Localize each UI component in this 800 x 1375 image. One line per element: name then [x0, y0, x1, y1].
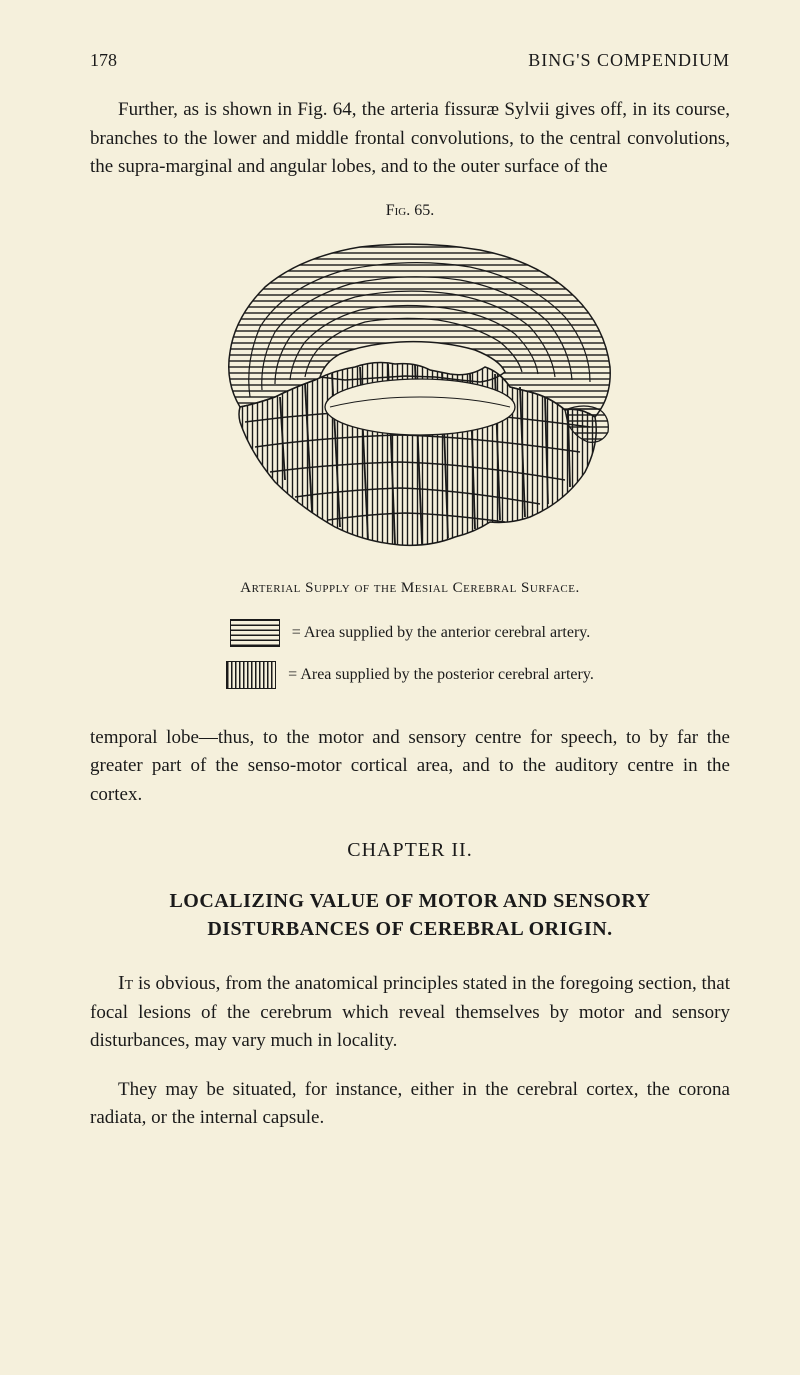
figure-caption: Arterial Supply of the Mesial Cerebral S…: [90, 580, 730, 597]
page-header: 178 BING'S COMPENDIUM: [90, 50, 730, 71]
chapter-title: CHAPTER II.: [90, 839, 730, 862]
legend-box-vertical: [226, 661, 276, 689]
section-title: LOCALIZING VALUE OF MOTOR AND SENSORY DI…: [90, 887, 730, 943]
paragraph-2: temporal lobe—thus, to the motor and sen…: [90, 724, 730, 810]
legend-text-2: = Area supplied by the posterior cerebra…: [288, 666, 594, 684]
paragraph-3-body: is obvious, from the anatomical principl…: [90, 973, 730, 1051]
paragraph-3-start: It: [118, 972, 133, 994]
paragraph-4: They may be situated, for instance, eith…: [90, 1076, 730, 1133]
paragraph-3: It is obvious, from the anatomical princ…: [90, 968, 730, 1056]
paragraph-1: Further, as is shown in Fig. 64, the art…: [90, 96, 730, 182]
brain-illustration: [170, 232, 650, 562]
figure-label: Fig. 65.: [90, 202, 730, 220]
running-title: BING'S COMPENDIUM: [528, 50, 730, 71]
legend-row-1: = Area supplied by the anterior cerebral…: [230, 619, 591, 647]
legend-text-1: = Area supplied by the anterior cerebral…: [292, 624, 591, 642]
legend-box-horizontal: [230, 619, 280, 647]
page-number: 178: [90, 50, 117, 71]
figure-container: [90, 232, 730, 562]
legend: = Area supplied by the anterior cerebral…: [90, 619, 730, 689]
legend-row-2: = Area supplied by the posterior cerebra…: [226, 661, 594, 689]
